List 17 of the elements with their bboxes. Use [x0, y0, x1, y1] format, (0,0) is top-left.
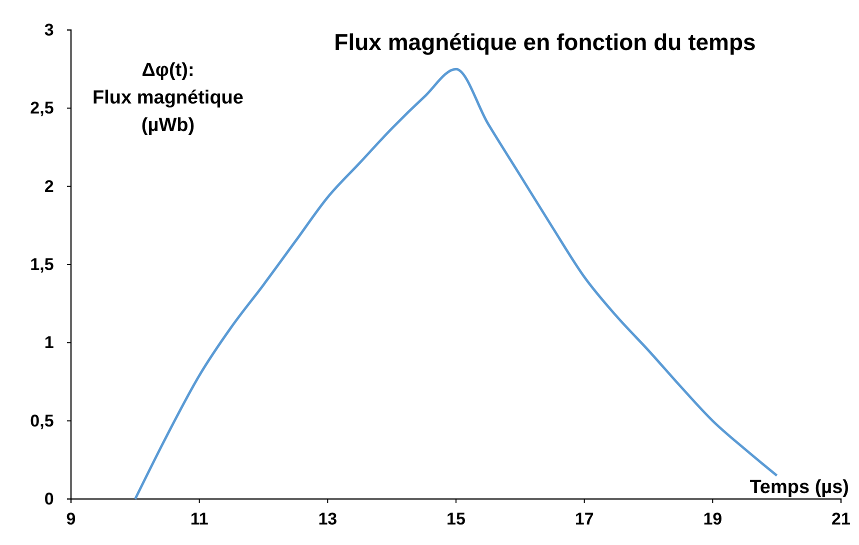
y-tick-label: 3 [44, 20, 54, 40]
x-tick-label: 19 [703, 510, 722, 529]
chart-title: Flux magnétique en fonction du temps [334, 29, 756, 55]
y-tick-label: 2 [44, 176, 54, 196]
x-tick-label: 9 [66, 510, 76, 529]
x-tick-label: 13 [318, 510, 338, 529]
y-axis-title: Δφ(t): Flux magnétique (µWb) [92, 60, 244, 136]
y-tick-label: 1,5 [30, 254, 54, 274]
x-tick-label: 17 [574, 510, 594, 529]
x-axis-title: Temps (µs) [750, 477, 849, 498]
x-tick-label: 11 [190, 510, 208, 529]
y-tick-label: 0,5 [30, 411, 54, 430]
y-tick-label: 0 [44, 489, 54, 508]
y-tick-label: 2,5 [30, 98, 54, 118]
x-tick-label: 15 [446, 510, 466, 529]
y-tick-label: 1 [44, 333, 54, 352]
x-tick-label: 21 [832, 510, 850, 529]
